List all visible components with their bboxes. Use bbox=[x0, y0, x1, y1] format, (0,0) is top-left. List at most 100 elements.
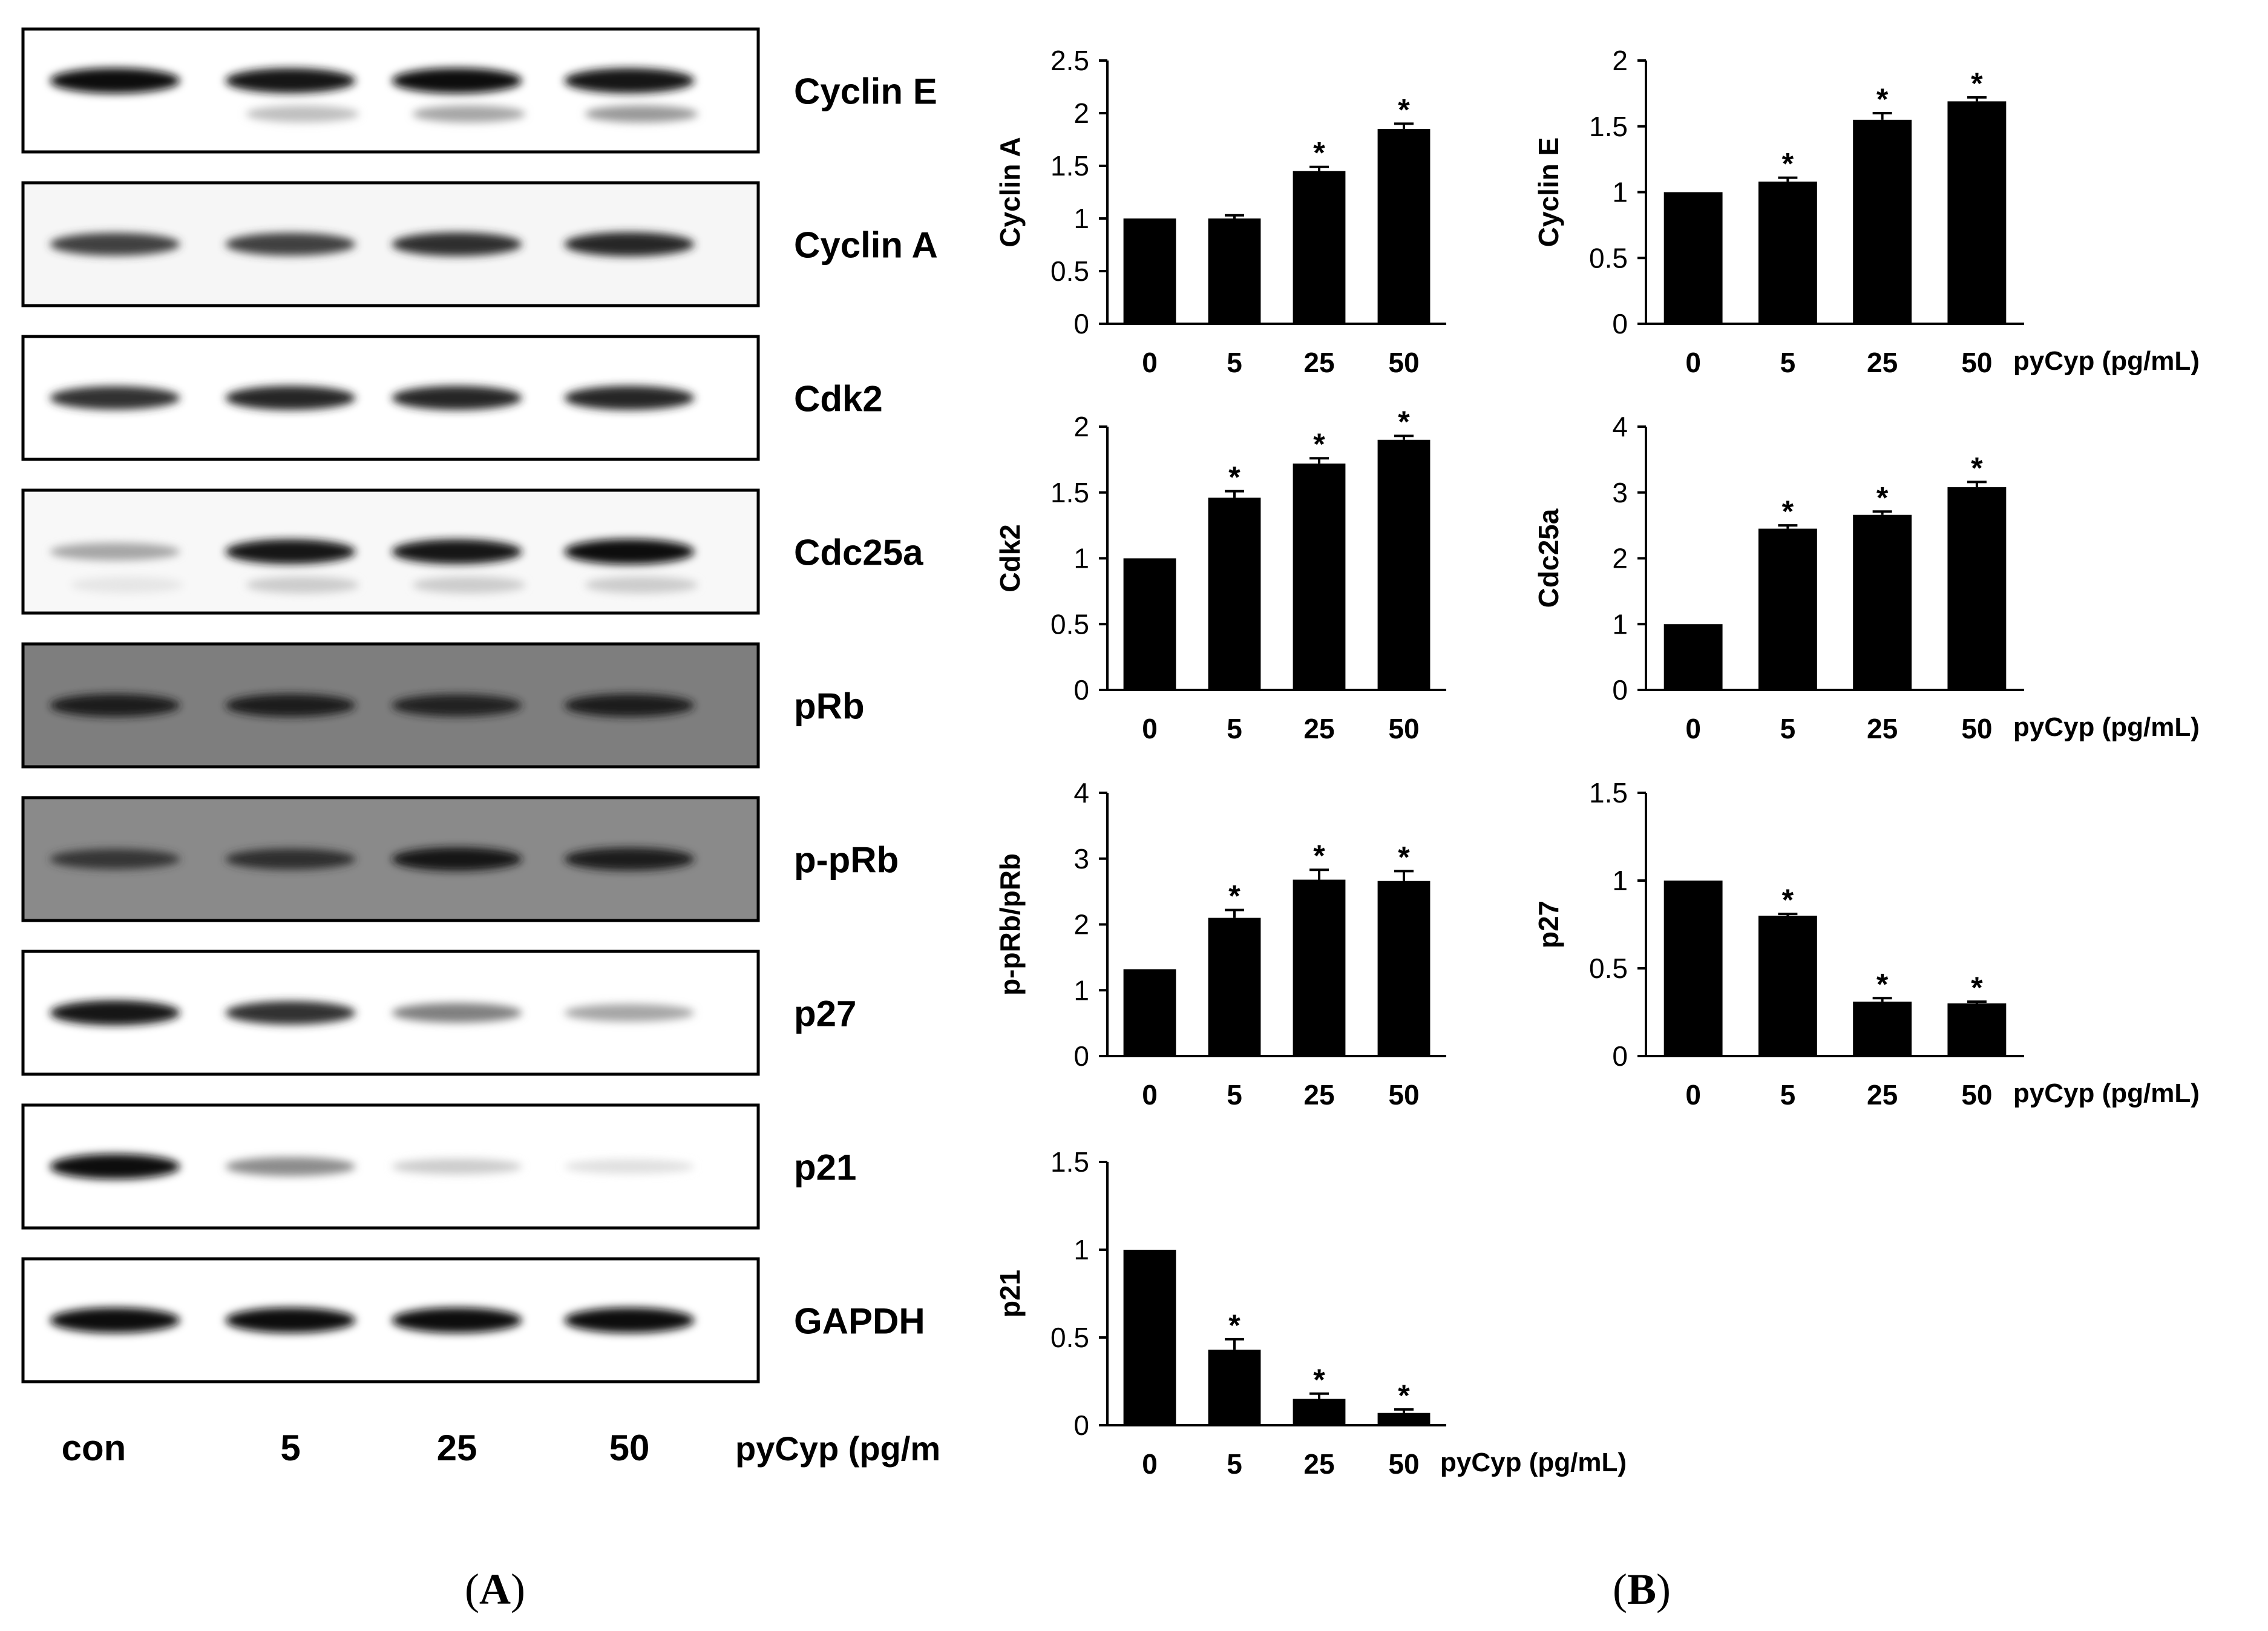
bar bbox=[1208, 497, 1261, 690]
significance-marker: * bbox=[1782, 147, 1794, 181]
significance-marker: * bbox=[1313, 1363, 1325, 1397]
bar bbox=[1293, 171, 1346, 324]
bar bbox=[1758, 916, 1817, 1056]
blot-band bbox=[225, 68, 356, 93]
blot-band bbox=[225, 386, 356, 410]
blot-row-cdk2: Cdk2 bbox=[21, 335, 883, 461]
blot-label: Cyclin E bbox=[794, 71, 937, 112]
blot-band bbox=[392, 68, 522, 94]
bar bbox=[1947, 1003, 2007, 1056]
blot-band bbox=[564, 68, 695, 94]
blot-band bbox=[50, 68, 180, 94]
bar bbox=[1293, 1399, 1346, 1425]
y-tick-label: 0.5 bbox=[1589, 242, 1628, 274]
blot-band bbox=[564, 1159, 695, 1174]
y-tick-label: 1.5 bbox=[1050, 477, 1089, 508]
bar-chart-p21: 0 0.5 1 1.5 p21 0 * 5 * 25 * 50 pyCyp (pg/mL) bbox=[994, 1146, 1627, 1480]
blot-row-p21: p21 bbox=[21, 1103, 856, 1230]
blot-band bbox=[50, 848, 180, 870]
significance-marker: * bbox=[1313, 839, 1325, 873]
y-tick-label: 1 bbox=[1073, 1234, 1089, 1265]
blot-row-p27: p27 bbox=[21, 950, 856, 1076]
x-tick-label: 5 bbox=[1780, 347, 1796, 378]
x-tick-label: 0 bbox=[1142, 1448, 1158, 1480]
y-tick-label: 4 bbox=[1612, 411, 1628, 442]
x-tick-label: 25 bbox=[1867, 713, 1898, 744]
bar bbox=[1377, 129, 1431, 324]
bar bbox=[1208, 1350, 1261, 1425]
blot-band bbox=[225, 848, 356, 870]
bar bbox=[1663, 881, 1723, 1056]
blot-band bbox=[225, 694, 356, 717]
blot-band bbox=[392, 694, 522, 717]
bar bbox=[1123, 558, 1176, 690]
y-tick-label: 2 bbox=[1073, 411, 1089, 442]
significance-marker: * bbox=[1782, 883, 1794, 917]
blot-band bbox=[50, 1307, 180, 1333]
blot-band bbox=[564, 1003, 695, 1022]
bar bbox=[1853, 119, 1912, 324]
blot-row-p-prb: p-pRb bbox=[21, 796, 899, 922]
significance-marker: * bbox=[1398, 1379, 1410, 1413]
y-tick-label: 3 bbox=[1612, 477, 1628, 508]
bar bbox=[1663, 624, 1723, 690]
x-axis-label: pyCyp (pg/mL) bbox=[2013, 1078, 2200, 1108]
blot-band-secondary bbox=[585, 105, 698, 123]
bar bbox=[1293, 463, 1346, 690]
bar-chart-cyclin-a: 0 0.5 1 1.5 2 2.5 Cyclin A 0 5 * 25 * 50 bbox=[994, 45, 1446, 378]
blot-label: p21 bbox=[794, 1147, 856, 1188]
significance-marker: * bbox=[1313, 136, 1325, 170]
blot-band bbox=[392, 847, 522, 871]
x-tick-label: 25 bbox=[1303, 713, 1334, 744]
x-tick-label: 50 bbox=[1961, 347, 1992, 378]
blot-band-secondary bbox=[412, 576, 526, 594]
blot-row-cyclin-e: Cyclin E bbox=[21, 27, 937, 154]
blot-band bbox=[225, 1001, 356, 1025]
y-tick-label: 0.5 bbox=[1050, 1322, 1089, 1353]
blot-band-secondary bbox=[246, 576, 359, 594]
blot-label: p27 bbox=[794, 994, 856, 1034]
significance-marker: * bbox=[1876, 481, 1889, 514]
y-axis-label: Cdk2 bbox=[994, 524, 1026, 592]
significance-marker: * bbox=[1782, 494, 1794, 528]
x-axis-label: pyCyp (pg/mL) bbox=[1440, 1448, 1627, 1477]
bar bbox=[1663, 192, 1723, 324]
y-tick-label: 2 bbox=[1612, 45, 1628, 76]
significance-marker: * bbox=[1398, 405, 1410, 439]
y-tick-label: 1 bbox=[1612, 177, 1628, 208]
y-tick-label: 1 bbox=[1612, 608, 1628, 640]
significance-marker: * bbox=[1398, 93, 1410, 126]
x-tick-label: 0 bbox=[1685, 1079, 1701, 1111]
x-tick-label: 0 bbox=[1685, 347, 1701, 378]
y-tick-label: 4 bbox=[1073, 777, 1089, 809]
x-tick-label: 25 bbox=[1303, 1448, 1334, 1480]
y-axis-label: Cyclin E bbox=[1533, 137, 1564, 248]
blot-band bbox=[50, 232, 180, 256]
bar bbox=[1123, 969, 1176, 1056]
y-tick-label: 0 bbox=[1073, 674, 1089, 706]
x-tick-label: 0 bbox=[1685, 713, 1701, 744]
y-tick-label: 2 bbox=[1612, 543, 1628, 574]
blot-band bbox=[50, 1000, 180, 1026]
x-tick-label: 50 bbox=[1961, 713, 1992, 744]
y-tick-label: 1 bbox=[1073, 974, 1089, 1006]
x-tick-label: 5 bbox=[1227, 347, 1242, 378]
lane-label: 5 bbox=[280, 1428, 300, 1468]
blot-band bbox=[564, 694, 695, 717]
lane-label: 25 bbox=[437, 1428, 477, 1468]
bar bbox=[1208, 917, 1261, 1056]
bar bbox=[1758, 528, 1817, 690]
significance-marker: * bbox=[1971, 67, 1983, 100]
y-axis-label: p-pRb/pRb bbox=[994, 853, 1026, 996]
y-tick-label: 0.5 bbox=[1050, 608, 1089, 640]
bar bbox=[1123, 1250, 1176, 1425]
significance-marker: * bbox=[1971, 451, 1983, 485]
significance-marker: * bbox=[1971, 971, 1983, 1005]
blot-band bbox=[564, 232, 695, 257]
blot-band bbox=[392, 232, 522, 257]
blot-band bbox=[225, 232, 356, 256]
x-tick-label: 5 bbox=[1780, 1079, 1796, 1111]
x-tick-label: 25 bbox=[1867, 347, 1898, 378]
blot-label: Cdk2 bbox=[794, 379, 883, 419]
y-tick-label: 0.5 bbox=[1050, 255, 1089, 287]
